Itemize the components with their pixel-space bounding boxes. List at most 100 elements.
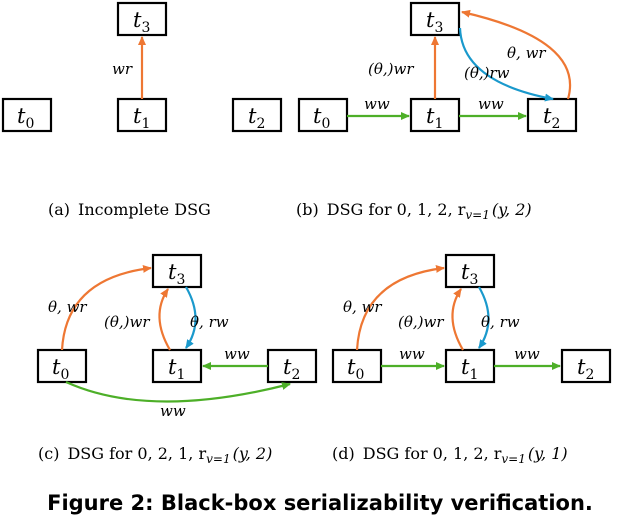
node-subscript: 3 [434,20,443,36]
caption-subscript: v=1 [206,452,230,466]
node-t3: t3 [409,1,461,37]
node-label: t [543,104,552,128]
node-label: t [168,260,177,284]
edge-label: ww [399,345,425,363]
node-label: t [426,8,435,32]
node-t3: t3 [444,253,496,289]
caption-subscript: v=1 [501,452,525,466]
node-subscript: 0 [321,116,330,132]
svg-text:t2: t2 [543,104,560,132]
caption-text: Incomplete DSG [78,200,211,219]
node-t2-isolated: t2 [231,97,283,133]
edge-label: θ, wr [343,298,382,316]
caption-text: DSG for 0, 1, 2, r [327,200,466,219]
node-t1: t1 [116,97,168,133]
svg-text:t0: t0 [17,104,34,132]
svg-text:t1: t1 [426,104,443,132]
edge-label: ww [514,345,540,363]
panel-b: t2 t3 t0 t1 t2 (θ,)wr ww ww (θ,)rw θ, wr… [231,1,578,222]
caption-prefix: (a) [48,200,70,219]
svg-text:t2: t2 [248,104,265,132]
caption-args: (y, 1) [528,444,568,463]
edge-label: θ, wr [507,44,546,62]
edge-label: θ, rw [190,313,229,331]
node-subscript: 3 [141,20,150,36]
panel-caption: (d) DSG for 0, 1, 2, rv=1 (y, 1) [332,444,568,466]
svg-text:t3: t3 [426,8,443,36]
edge-t3-t2-rw [458,27,554,102]
edge-label: ww [224,345,250,363]
edge-t0-t2-ww [65,380,291,403]
svg-text:t0: t0 [313,104,330,132]
edge-label: θ, rw [481,313,520,331]
edge-label: (θ,)wr [368,60,414,78]
node-label: t [248,104,257,128]
node-t2: t2 [266,348,318,384]
node-subscript: 1 [469,367,478,383]
svg-text:t1: t1 [168,355,185,383]
node-label: t [17,104,26,128]
edge-label: (θ,)wr [398,313,444,331]
panel-c: t3 t0 t1 t2 θ, wr (θ,)wr θ, rw ww ww (c)… [36,253,318,466]
edge-label: ww [478,95,504,113]
panel-d: t3 t0 t1 t2 θ, wr (θ,)wr θ, rw ww ww (d)… [331,253,612,466]
node-label: t [313,104,322,128]
node-t1: t1 [444,348,496,384]
node-t0: t0 [297,97,349,133]
edge-t3-t1-rw [185,286,197,349]
node-label: t [168,355,177,379]
node-t0: t0 [36,348,88,384]
node-label: t [461,355,470,379]
caption-subscript: v=1 [465,208,489,222]
edge-label: (θ,)wr [104,313,150,331]
node-label: t [133,8,142,32]
node-subscript: 2 [291,367,300,383]
node-t0: t0 [331,348,383,384]
caption-prefix: (b) [296,200,319,219]
node-label: t [283,355,292,379]
node-t1: t1 [151,348,203,384]
panel-caption: (b) DSG for 0, 1, 2, rv=1 (y, 2) [296,200,532,222]
edge-t1-t3-wr [451,288,464,351]
node-label: t [133,104,142,128]
node-subscript: 0 [25,116,34,132]
node-t3: t3 [116,1,168,37]
svg-text:t0: t0 [347,355,364,383]
svg-text:t0: t0 [52,355,69,383]
node-t3: t3 [151,253,203,289]
edge-t1-t3-wr [158,288,171,351]
node-label: t [577,355,586,379]
node-subscript: 0 [355,367,364,383]
edge-label: wr [112,60,133,78]
node-subscript: 3 [176,272,185,288]
node-t2: t2 [526,97,578,133]
node-label: t [52,355,61,379]
node-subscript: 2 [551,116,560,132]
caption-prefix: (c) [38,444,59,463]
caption-prefix: (d) [332,444,355,463]
edge-t2-t3-wr [461,9,572,100]
node-subscript: 1 [434,116,443,132]
panel-a: t3 t0 t1 wr (a) Incomplete DSG [1,1,211,219]
edge-t0-t3-wr [355,264,445,351]
node-subscript: 1 [176,367,185,383]
caption-text: DSG for 0, 1, 2, r [363,444,502,463]
caption-text: DSG for 0, 2, 1, r [67,444,206,463]
edge-label: θ, wr [48,298,87,316]
caption-args: (y, 2) [233,444,273,463]
node-subscript: 2 [585,367,594,383]
edge-label: ww [160,402,186,420]
node-subscript: 2 [256,116,265,132]
node-subscript: 0 [60,367,69,383]
node-label: t [461,260,470,284]
node-t0: t0 [1,97,53,133]
edge-label: ww [364,95,390,113]
svg-text:t1: t1 [461,355,478,383]
panel-caption: (a) Incomplete DSG [48,200,211,219]
edge-label: (θ,)rw [464,64,510,82]
svg-text:t2: t2 [283,355,300,383]
node-label: t [426,104,435,128]
svg-text:t1: t1 [133,104,150,132]
node-subscript: 3 [469,272,478,288]
